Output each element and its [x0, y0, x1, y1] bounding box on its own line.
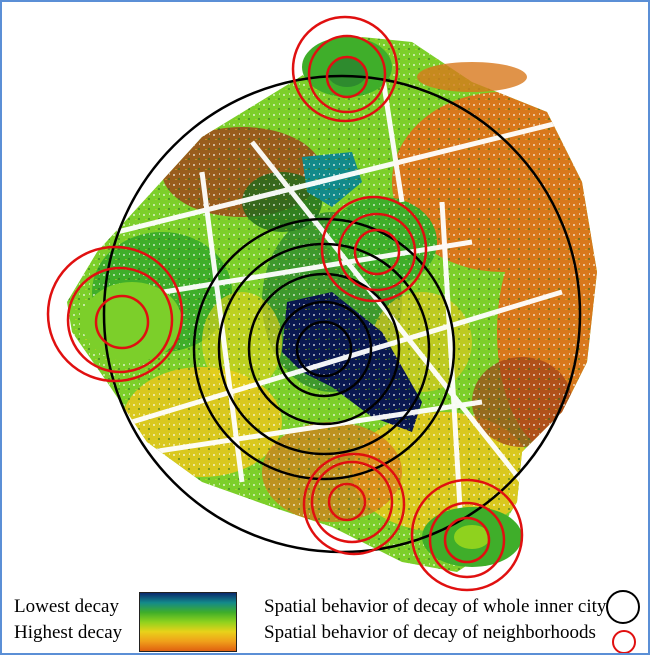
city-circle-symbol — [606, 590, 640, 624]
neighborhood-north — [291, 15, 399, 123]
city-circle-4 — [217, 242, 431, 456]
neighborhood-west — [46, 245, 184, 383]
legend-city-label: Spatial behavior of decay of whole inner… — [264, 596, 607, 617]
decay-color-ramp — [139, 592, 237, 652]
city-circle-5 — [192, 217, 456, 481]
neighborhood-center — [320, 195, 428, 303]
city-circle-1 — [295, 320, 353, 378]
neighborhood-southeast — [410, 478, 524, 592]
legend-highest-label: Highest decay — [14, 622, 123, 643]
neighborhood-south — [302, 452, 406, 556]
city-circle-2 — [275, 300, 373, 398]
neighborhood-circles — [46, 15, 524, 592]
city-circle-3 — [247, 272, 401, 426]
neighborhood-circle-symbol — [612, 630, 636, 653]
legend-neighborhood-label: Spatial behavior of decay of neighborhoo… — [264, 622, 596, 643]
legend-lowest-label: Lowest decay — [14, 596, 119, 617]
